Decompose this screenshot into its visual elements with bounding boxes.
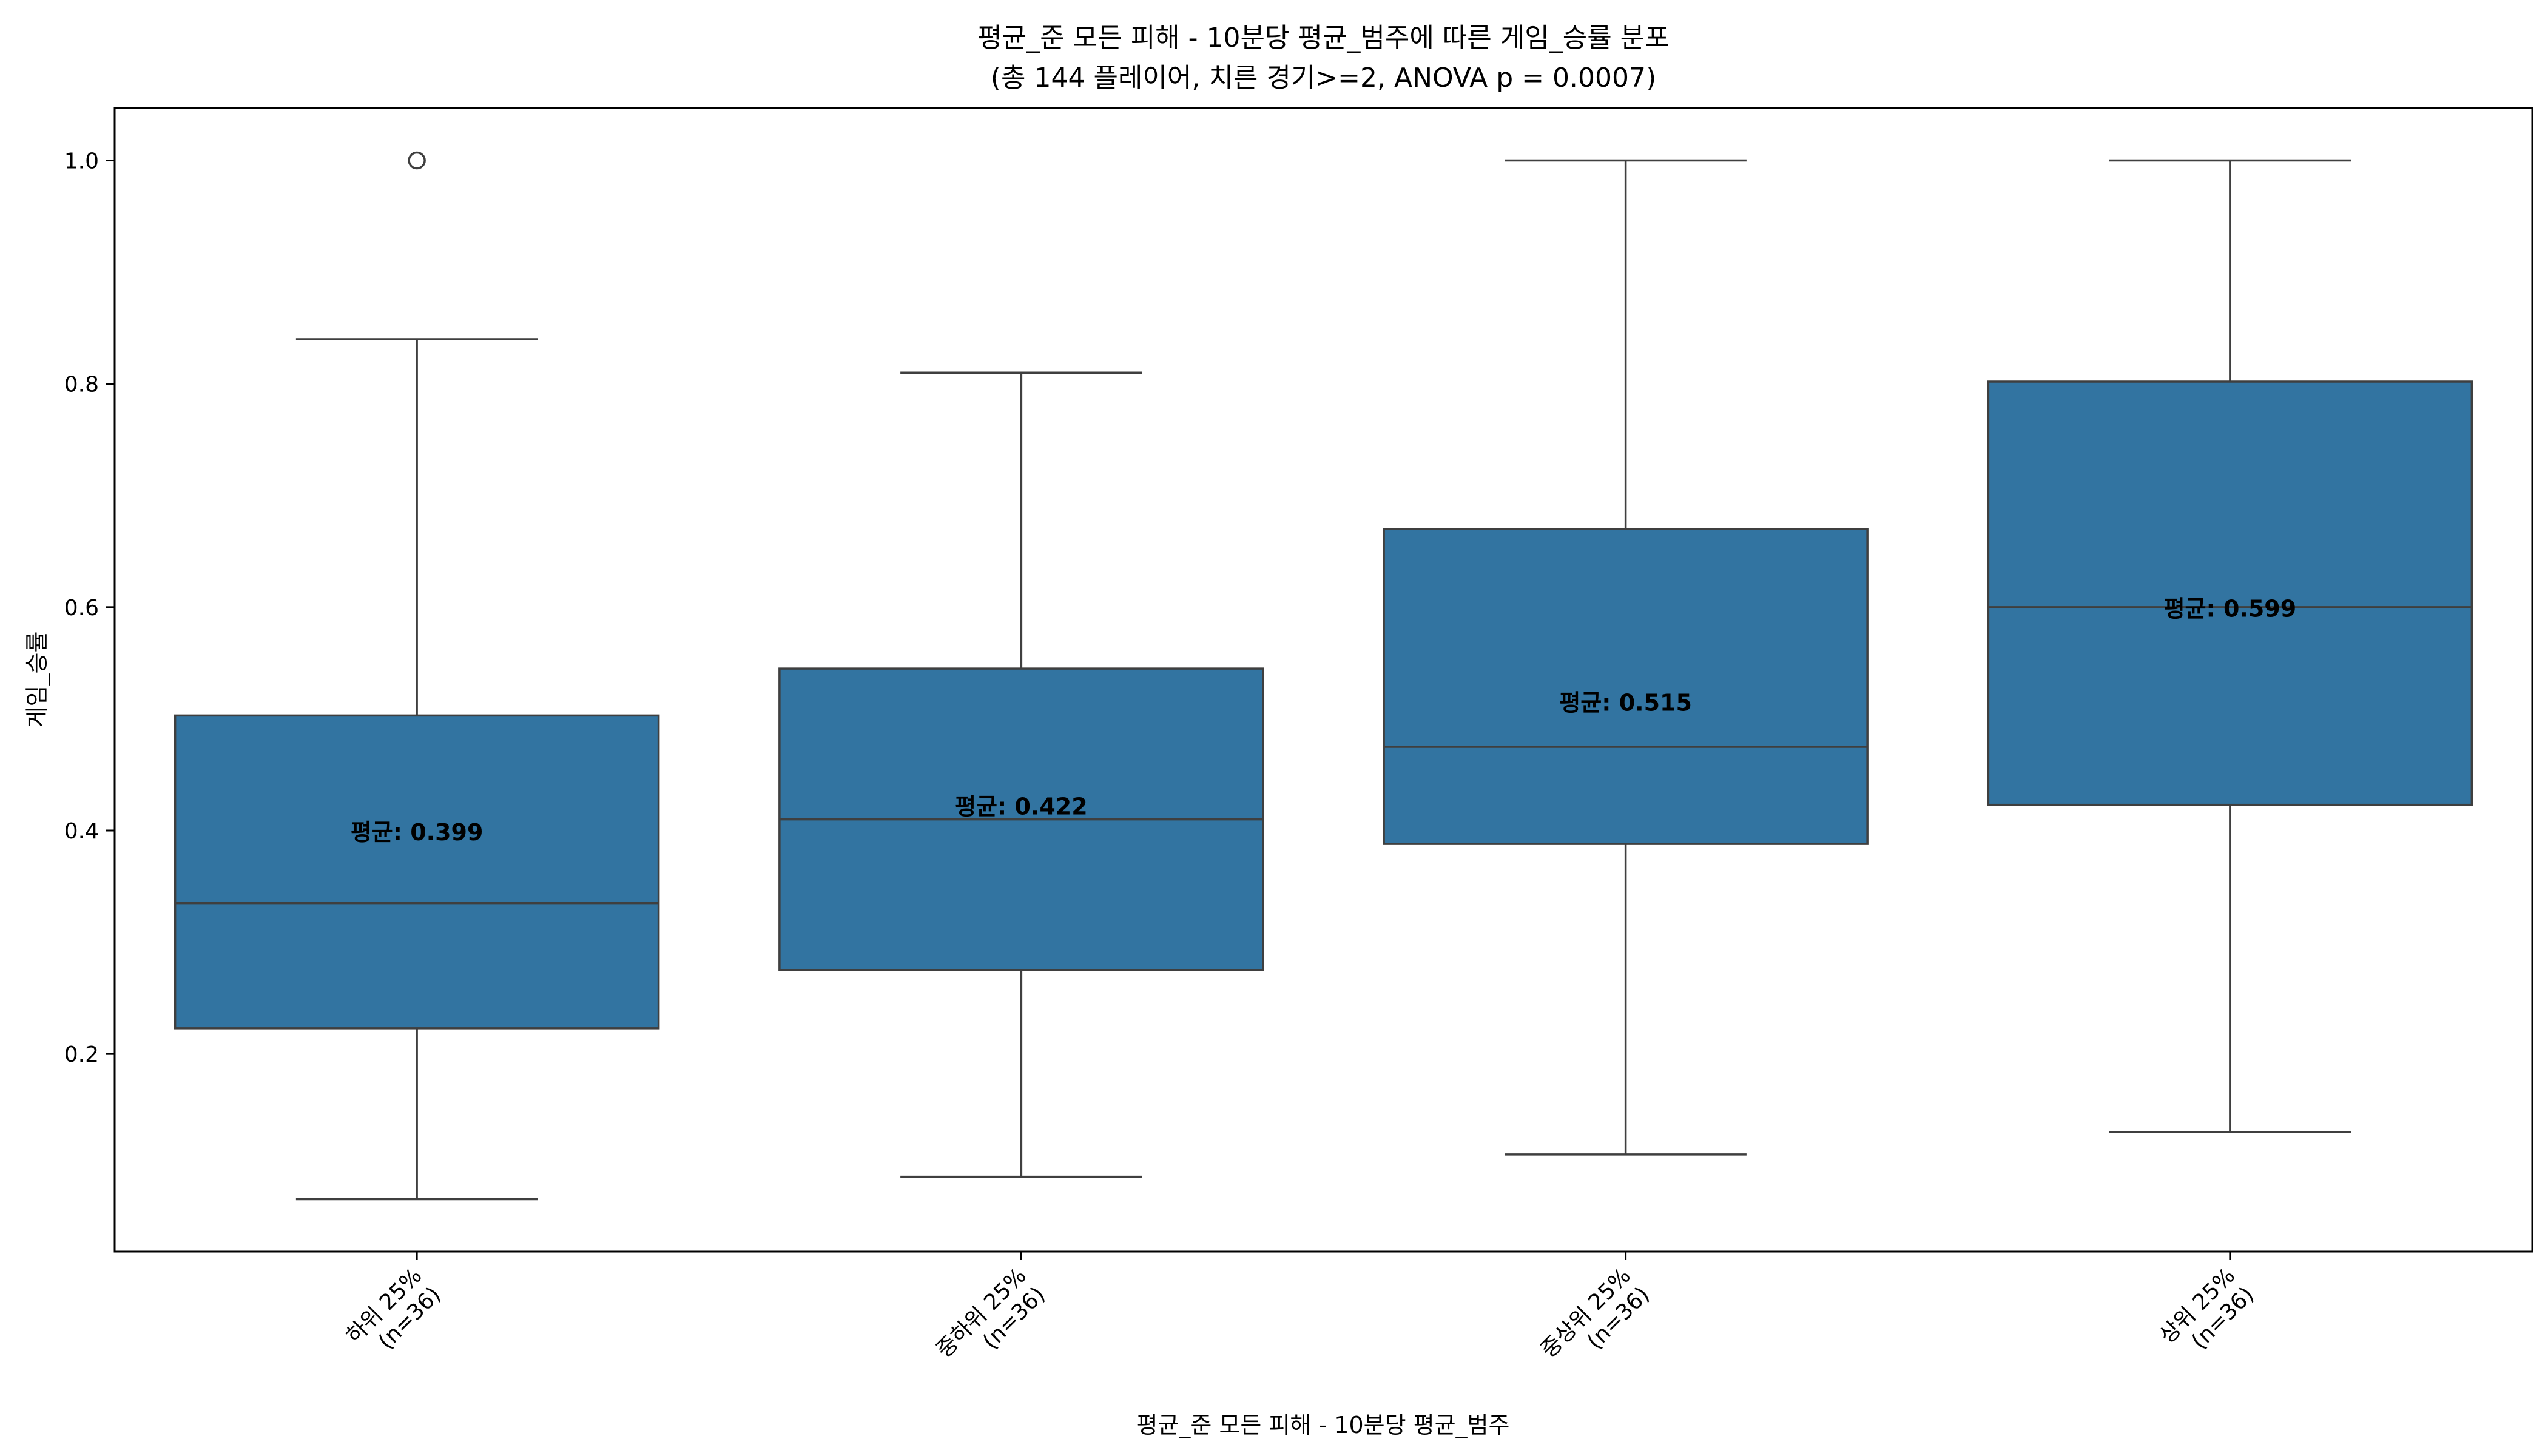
y-axis: 0.2 0.4 0.6 0.8 1.0 xyxy=(64,149,115,1067)
mean-label: 평균: 0.515 xyxy=(1559,689,1692,716)
chart-title: 평균_준 모든 피해 - 10분당 평균_범주에 따른 게임_승률 분포 xyxy=(977,22,1670,53)
box-3: 평균: 0.515 xyxy=(1383,159,1869,1156)
x-tick-label: 중하위 25%(n=36) xyxy=(932,1263,1050,1381)
x-tick-label: 상위 25%(n=36) xyxy=(2155,1263,2259,1367)
box-4: 평균: 0.599 xyxy=(1987,159,2473,1133)
y-axis-label: 게임_승률 xyxy=(24,632,50,728)
x-axis-label: 평균_준 모든 피해 - 10분당 평균_범주 xyxy=(1137,1412,1510,1438)
mean-label: 평균: 0.599 xyxy=(2164,596,2297,622)
chart-subtitle: (총 144 플레이어, 치른 경기>=2, ANOVA p = 0.0007) xyxy=(990,62,1657,93)
x-axis: 하위 25%(n=36) 중하위 25%(n=36) 중상위 25%(n=36) 상위… xyxy=(342,1252,2259,1381)
box-group: 평균: 0.399 평균: 0.422 평균: 0.515 평균: 0.599 xyxy=(174,151,2473,1201)
box-2: 평균: 0.422 xyxy=(778,371,1264,1178)
chart-title-block: 평균_준 모든 피해 - 10분당 평균_범주에 따른 게임_승률 분포 (총 … xyxy=(115,18,2532,98)
y-tick-label: 0.6 xyxy=(64,596,99,621)
x-tick-label: 하위 25%(n=36) xyxy=(342,1263,446,1367)
y-tick-label: 1.0 xyxy=(64,149,99,174)
outlier-point xyxy=(408,151,426,170)
iqr-box xyxy=(174,714,660,1030)
y-tick-label: 0.2 xyxy=(64,1042,99,1067)
mean-label: 평균: 0.399 xyxy=(351,819,484,846)
plot-frame xyxy=(113,107,2533,1253)
mean-label: 평균: 0.422 xyxy=(955,794,1088,820)
box-1: 평균: 0.399 xyxy=(174,151,660,1201)
y-tick-label: 0.4 xyxy=(64,819,99,844)
y-tick-label: 0.8 xyxy=(64,372,99,397)
iqr-box xyxy=(1383,528,1869,845)
iqr-box xyxy=(1987,380,2473,806)
x-tick-label: 중상위 25%(n=36) xyxy=(1536,1263,1654,1381)
